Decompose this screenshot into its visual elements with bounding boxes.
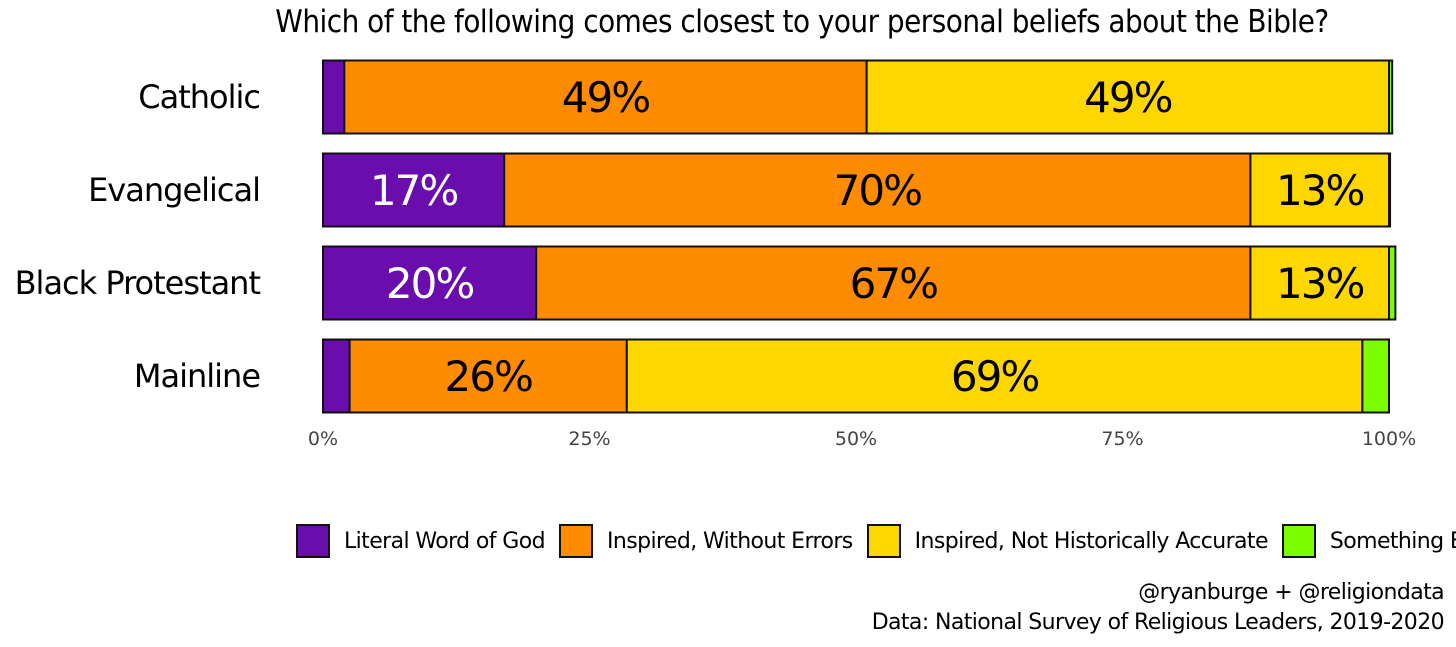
data-label-evangelical-3: 13% (1276, 166, 1363, 215)
data-label-catholic-3: 49% (1084, 73, 1171, 122)
credit-handles: @ryanburge + @religiondata (1138, 580, 1444, 605)
stacked-bar-chart: Catholic 49% 49% Evangelical 17% 70% 13% Black … (15, 59, 1416, 450)
bar-segment-black-protestant-4 (1388, 245, 1397, 321)
data-label-black-protestant-2: 67% (850, 259, 937, 308)
legend: Literal Word of God Inspired, Without Err… (296, 522, 1456, 560)
legend-item: Something Else (1281, 524, 1456, 558)
bar-segment-evangelical-1 (322, 152, 506, 228)
x-tick-label: 75% (1101, 428, 1143, 450)
data-label-black-protestant-1: 20% (386, 259, 473, 308)
bar-segment-evangelical-3 (1249, 152, 1391, 228)
legend-swatch (558, 524, 593, 558)
bar-segment-mainline-1 (322, 338, 351, 414)
bar-segment-catholic-2 (343, 59, 868, 135)
bar-segment-evangelical-4 (1388, 152, 1392, 228)
legend-item: Literal Word of God (296, 524, 546, 558)
legend-item: Inspired, Not Historically Accurate (866, 524, 1269, 558)
x-tick-label: 25% (568, 428, 610, 450)
credits: @ryanburge + @religiondata Data: Nationa… (871, 578, 1445, 638)
legend-label: Inspired, Not Historically Accurate (914, 528, 1269, 554)
data-label-evangelical-1: 17% (370, 166, 457, 215)
bar-segment-catholic-4 (1388, 59, 1394, 135)
data-label-mainline-2: 26% (445, 352, 532, 401)
x-tick-label: 0% (308, 428, 338, 450)
bar-segment-black-protestant-2 (535, 245, 1252, 321)
bar-segment-evangelical-2 (503, 152, 1252, 228)
data-label-mainline-3: 69% (951, 352, 1038, 401)
legend-swatch (1281, 524, 1316, 558)
credit-source: Data: National Survey of Religious Leade… (871, 610, 1445, 635)
data-label-black-protestant-3: 13% (1276, 259, 1363, 308)
bar-segment-black-protestant-1 (322, 245, 538, 321)
legend-item: Inspired, Without Errors (558, 524, 853, 558)
data-label-evangelical-2: 70% (834, 166, 921, 215)
category-label-black-protestant: Black Protestant (15, 264, 261, 302)
bar-segment-mainline-3 (625, 338, 1364, 414)
bar-segment-mainline-4 (1361, 338, 1390, 414)
x-tick-label: 100% (1362, 428, 1416, 450)
data-label-catholic-2: 49% (562, 73, 649, 122)
x-tick-label: 50% (835, 428, 877, 450)
category-label-evangelical: Evangelical (88, 171, 260, 209)
bar-segment-black-protestant-3 (1249, 245, 1391, 321)
legend-label: Literal Word of God (344, 528, 546, 554)
bar-segment-mainline-2 (348, 338, 628, 414)
bar-segment-catholic-3 (865, 59, 1390, 135)
legend-label: Inspired, Without Errors (606, 528, 853, 554)
bar-segment-catholic-1 (322, 59, 346, 135)
legend-swatch (296, 524, 330, 558)
chart-title: Which of the following comes closest to … (275, 4, 1329, 40)
category-label-mainline: Mainline (134, 357, 260, 395)
legend-swatch (866, 524, 901, 558)
legend-label: Something Else (1329, 528, 1456, 554)
category-label-catholic: Catholic (138, 78, 260, 116)
